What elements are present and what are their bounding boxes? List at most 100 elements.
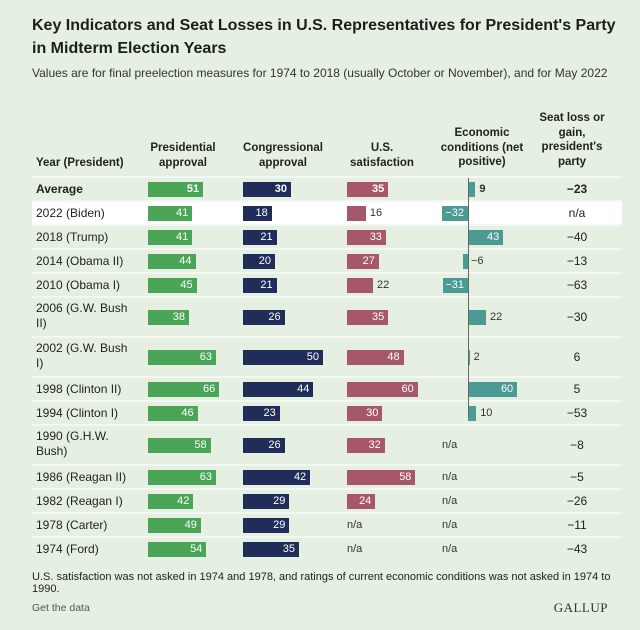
chart-subtitle: Values are for final preelection measure… bbox=[32, 66, 608, 80]
cong-bar bbox=[243, 309, 285, 325]
econ-na: n/a bbox=[442, 494, 458, 507]
seat-value: n/a bbox=[568, 205, 586, 220]
seat-value: −43 bbox=[566, 541, 588, 556]
sat-value: 35 bbox=[372, 310, 385, 323]
table-row: 1978 (Carter) 49 29 n/a n/a −11 bbox=[32, 512, 622, 536]
table-row: 1990 (G.H.W. Bush) 58 26 32 n/a −8 bbox=[32, 424, 622, 464]
econ-na: n/a bbox=[442, 518, 458, 531]
econ-value: 43 bbox=[487, 230, 500, 243]
row-label: 2022 (Biden) bbox=[36, 205, 105, 220]
sat-value: 60 bbox=[401, 382, 414, 395]
econ-value: 9 bbox=[479, 182, 486, 195]
cong-bar bbox=[243, 541, 299, 557]
header-economic: Economic conditions (net positive) bbox=[440, 127, 524, 168]
pres-bar bbox=[148, 205, 193, 221]
row-label: 1986 (Reagan II) bbox=[36, 469, 127, 484]
sat-value: 24 bbox=[359, 494, 372, 507]
cong-value: 50 bbox=[306, 350, 319, 363]
table-row: 2010 (Obama I) 45 21 22 −31 −63 bbox=[32, 272, 622, 296]
header-year: Year (President) bbox=[36, 157, 124, 169]
get-data-link[interactable]: Get the data bbox=[32, 602, 90, 614]
row-label: 2002 (G.W. Bush I) bbox=[36, 341, 128, 370]
cong-bar bbox=[243, 181, 291, 197]
econ-value: 10 bbox=[480, 406, 493, 419]
cong-bar bbox=[243, 229, 277, 245]
pres-bar bbox=[148, 469, 217, 485]
seat-value: −63 bbox=[566, 277, 588, 292]
pres-value: 38 bbox=[172, 310, 186, 323]
footnote: U.S. satisfaction was not asked in 1974 … bbox=[32, 571, 611, 595]
sat-bar bbox=[347, 277, 373, 293]
pres-value: 63 bbox=[199, 350, 213, 363]
table-row: 2022 (Biden) 41 18 16 −32 n/a bbox=[32, 200, 622, 224]
header-congressional: Congressional approval bbox=[243, 142, 323, 169]
econ-bar bbox=[442, 277, 468, 293]
pres-bar bbox=[148, 405, 198, 421]
cong-value: 21 bbox=[260, 230, 273, 243]
econ-value: −6 bbox=[471, 254, 484, 267]
sat-value: 16 bbox=[369, 206, 383, 219]
cong-value: 23 bbox=[263, 406, 276, 419]
pres-bar bbox=[148, 493, 194, 509]
row-label: 2006 (G.W. Bush II) bbox=[36, 301, 128, 330]
gallup-logo: GALLUP bbox=[553, 600, 608, 615]
econ-na: n/a bbox=[442, 470, 458, 483]
sat-bar bbox=[347, 437, 385, 453]
cong-bar bbox=[243, 381, 314, 397]
table-row: Average 51 30 35 9 −23 bbox=[32, 176, 622, 200]
cong-value: 26 bbox=[268, 310, 281, 323]
pres-bar bbox=[148, 253, 196, 269]
cong-bar bbox=[243, 437, 285, 453]
table-row: 1986 (Reagan II) 63 42 58 n/a −5 bbox=[32, 464, 622, 488]
seat-value: 6 bbox=[573, 349, 581, 364]
cong-value: 29 bbox=[273, 494, 286, 507]
pres-value: 45 bbox=[180, 278, 193, 291]
pres-value: 41 bbox=[176, 206, 189, 219]
table-row: 1994 (Clinton I) 46 23 30 10 −53 bbox=[32, 400, 622, 424]
seat-value: −23 bbox=[566, 181, 588, 196]
pres-bar bbox=[148, 517, 201, 533]
cong-value: 20 bbox=[258, 254, 271, 267]
pres-value: 49 bbox=[184, 518, 197, 531]
seat-value: −11 bbox=[567, 517, 587, 532]
econ-bar bbox=[468, 381, 518, 397]
header-satisfaction: U.S. satisfaction bbox=[350, 142, 414, 169]
table-row: 2018 (Trump) 41 21 33 43 −40 bbox=[32, 224, 622, 248]
pres-value: 54 bbox=[190, 542, 203, 555]
sat-bar bbox=[347, 405, 383, 421]
econ-bar bbox=[463, 253, 468, 269]
cong-bar bbox=[243, 469, 311, 485]
cong-bar bbox=[243, 405, 280, 421]
sat-na: n/a bbox=[347, 542, 363, 555]
seat-value: −26 bbox=[566, 493, 588, 508]
cong-value: 29 bbox=[273, 518, 286, 531]
cong-bar bbox=[243, 205, 272, 221]
pres-value: 41 bbox=[176, 230, 189, 243]
pres-value: 46 bbox=[181, 406, 194, 419]
econ-bar bbox=[468, 309, 487, 325]
pres-value: 58 bbox=[194, 438, 207, 451]
seat-value: 5 bbox=[573, 381, 581, 396]
econ-value: −32 bbox=[445, 206, 464, 219]
econ-bar bbox=[468, 229, 504, 245]
row-label: 1998 (Clinton II) bbox=[36, 381, 122, 396]
sat-value: 22 bbox=[376, 278, 390, 291]
row-label: 1994 (Clinton I) bbox=[36, 405, 119, 420]
row-label: 1974 (Ford) bbox=[36, 541, 99, 556]
table-row: 1974 (Ford) 54 35 n/a n/a −43 bbox=[32, 536, 622, 560]
sat-value: 30 bbox=[366, 406, 379, 419]
cong-bar bbox=[243, 349, 323, 365]
econ-na: n/a bbox=[442, 438, 458, 451]
econ-value: 60 bbox=[500, 382, 514, 395]
econ-value: 22 bbox=[490, 310, 503, 323]
row-label: 1990 (G.H.W. Bush) bbox=[36, 429, 109, 458]
pres-value: 42 bbox=[177, 494, 190, 507]
cong-value: 21 bbox=[260, 278, 273, 291]
pres-bar bbox=[148, 181, 204, 197]
seat-value: −40 bbox=[566, 229, 588, 244]
seat-value: −53 bbox=[566, 405, 588, 420]
sat-bar bbox=[347, 381, 418, 397]
cong-value: 18 bbox=[255, 206, 268, 219]
row-label: Average bbox=[36, 181, 83, 196]
seat-value: −30 bbox=[566, 309, 588, 324]
